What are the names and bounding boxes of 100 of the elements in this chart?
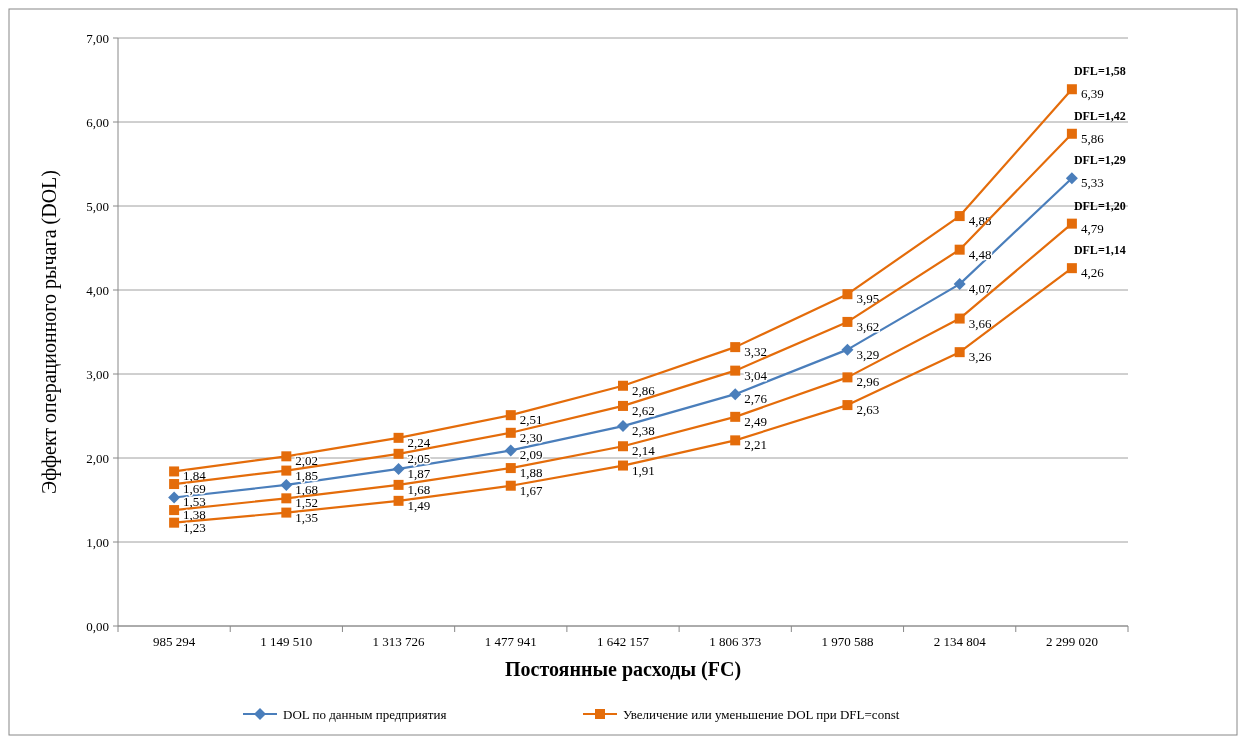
point — [393, 479, 404, 490]
data-label: 2,05 — [407, 450, 431, 466]
point — [168, 491, 181, 504]
x-tick-label: 2 134 804 — [933, 634, 987, 649]
point — [393, 495, 404, 506]
point — [842, 400, 853, 411]
data-label: 3,29 — [856, 346, 880, 362]
x-tick-label: 1 970 588 — [821, 634, 874, 649]
data-label: 1,52 — [295, 495, 319, 511]
data-label: 1,69 — [183, 481, 206, 497]
point — [280, 478, 293, 491]
point — [1066, 218, 1077, 229]
y-tick-label: 2,00 — [86, 450, 109, 466]
data-label: 1,91 — [632, 462, 655, 478]
point — [841, 343, 854, 356]
point — [618, 400, 628, 411]
point — [505, 427, 516, 438]
point — [730, 342, 741, 353]
x-tick-label: 985 294 — [152, 634, 196, 649]
annotation: DFL=1,42 — [1073, 108, 1126, 123]
annotation: DFL=1,29 — [1073, 153, 1126, 168]
point — [281, 493, 292, 504]
data-label: 1,35 — [295, 509, 319, 525]
y-tick-label: 4,00 — [86, 282, 109, 298]
point — [618, 441, 628, 452]
point — [393, 432, 404, 443]
data-label: 4,79 — [1080, 220, 1104, 236]
point — [842, 372, 853, 383]
data-label: 1,88 — [519, 465, 543, 481]
data-label: 6,39 — [1080, 86, 1104, 102]
x-tick-label: 1 477 941 — [484, 634, 537, 649]
data-label: 3,32 — [744, 344, 767, 360]
data-label: 2,51 — [519, 412, 543, 428]
point — [617, 420, 629, 433]
data-label: 1,53 — [183, 494, 206, 510]
data-label: 2,30 — [519, 429, 543, 445]
point — [169, 505, 180, 516]
y-tick-label: 1,00 — [86, 534, 109, 550]
data-label: 1,85 — [295, 467, 319, 483]
data-label: 2,86 — [632, 382, 656, 398]
point — [169, 479, 180, 490]
point — [1065, 172, 1078, 185]
point — [954, 347, 965, 358]
point — [842, 316, 853, 327]
x-tick-label: 1 313 726 — [372, 634, 426, 649]
point — [393, 448, 404, 459]
data-label: 3,95 — [856, 291, 880, 307]
data-label: 1,87 — [407, 465, 431, 481]
annotation: DFL=1,20 — [1073, 198, 1126, 213]
point — [392, 462, 405, 475]
legend-label: Увеличение или уменьшение DOL при DFL=const — [623, 706, 900, 722]
data-label: 4,26 — [1080, 265, 1105, 281]
data-label: 2,21 — [744, 437, 767, 453]
data-label: 1,67 — [519, 482, 544, 498]
data-label: 2,14 — [632, 443, 656, 459]
data-label: 2,38 — [632, 423, 655, 439]
point — [505, 410, 516, 421]
data-label: 2,62 — [632, 402, 655, 418]
y-tick-label: 5,00 — [86, 198, 109, 214]
point — [729, 388, 742, 401]
data-label: 4,07 — [968, 281, 992, 297]
data-label: 1,84 — [183, 468, 207, 484]
data-label: 3,26 — [968, 349, 992, 365]
data-label: 1,49 — [407, 497, 431, 513]
data-label: 2,76 — [744, 391, 768, 407]
x-axis-title: Постоянные расходы (FC) — [504, 658, 742, 681]
point — [504, 444, 517, 457]
point — [953, 278, 966, 291]
point — [1066, 263, 1077, 274]
point — [618, 460, 628, 471]
data-label: 2,96 — [856, 374, 880, 390]
point — [1066, 128, 1077, 139]
point — [281, 507, 292, 518]
data-label: 5,86 — [1080, 130, 1105, 146]
x-tick-label: 1 642 157 — [597, 634, 650, 649]
data-label: 1,68 — [407, 481, 431, 497]
y-tick-label: 0,00 — [86, 618, 109, 634]
y-axis-title: Эффект операционного рычага (DOL) — [38, 170, 61, 494]
point — [1066, 84, 1077, 95]
data-label: 4,48 — [968, 246, 992, 262]
point — [954, 211, 965, 222]
point — [281, 451, 292, 462]
point — [730, 411, 741, 422]
point — [618, 380, 628, 391]
x-tick-label: 1 149 510 — [260, 634, 313, 649]
annotation: DFL=1,58 — [1073, 64, 1126, 79]
data-label: 1,68 — [295, 481, 319, 497]
data-label: 2,24 — [407, 434, 431, 450]
point — [730, 435, 741, 446]
data-label: 5,33 — [1080, 175, 1104, 191]
point — [730, 365, 741, 376]
point — [505, 463, 516, 474]
y-tick-label: 7,00 — [86, 30, 109, 46]
annotation: DFL=1,14 — [1073, 243, 1126, 258]
y-tick-label: 3,00 — [86, 366, 109, 382]
data-label: 2,63 — [856, 402, 880, 418]
data-label: 3,62 — [856, 318, 880, 334]
point — [954, 244, 965, 255]
data-label: 3,66 — [968, 315, 992, 331]
point — [169, 517, 180, 528]
